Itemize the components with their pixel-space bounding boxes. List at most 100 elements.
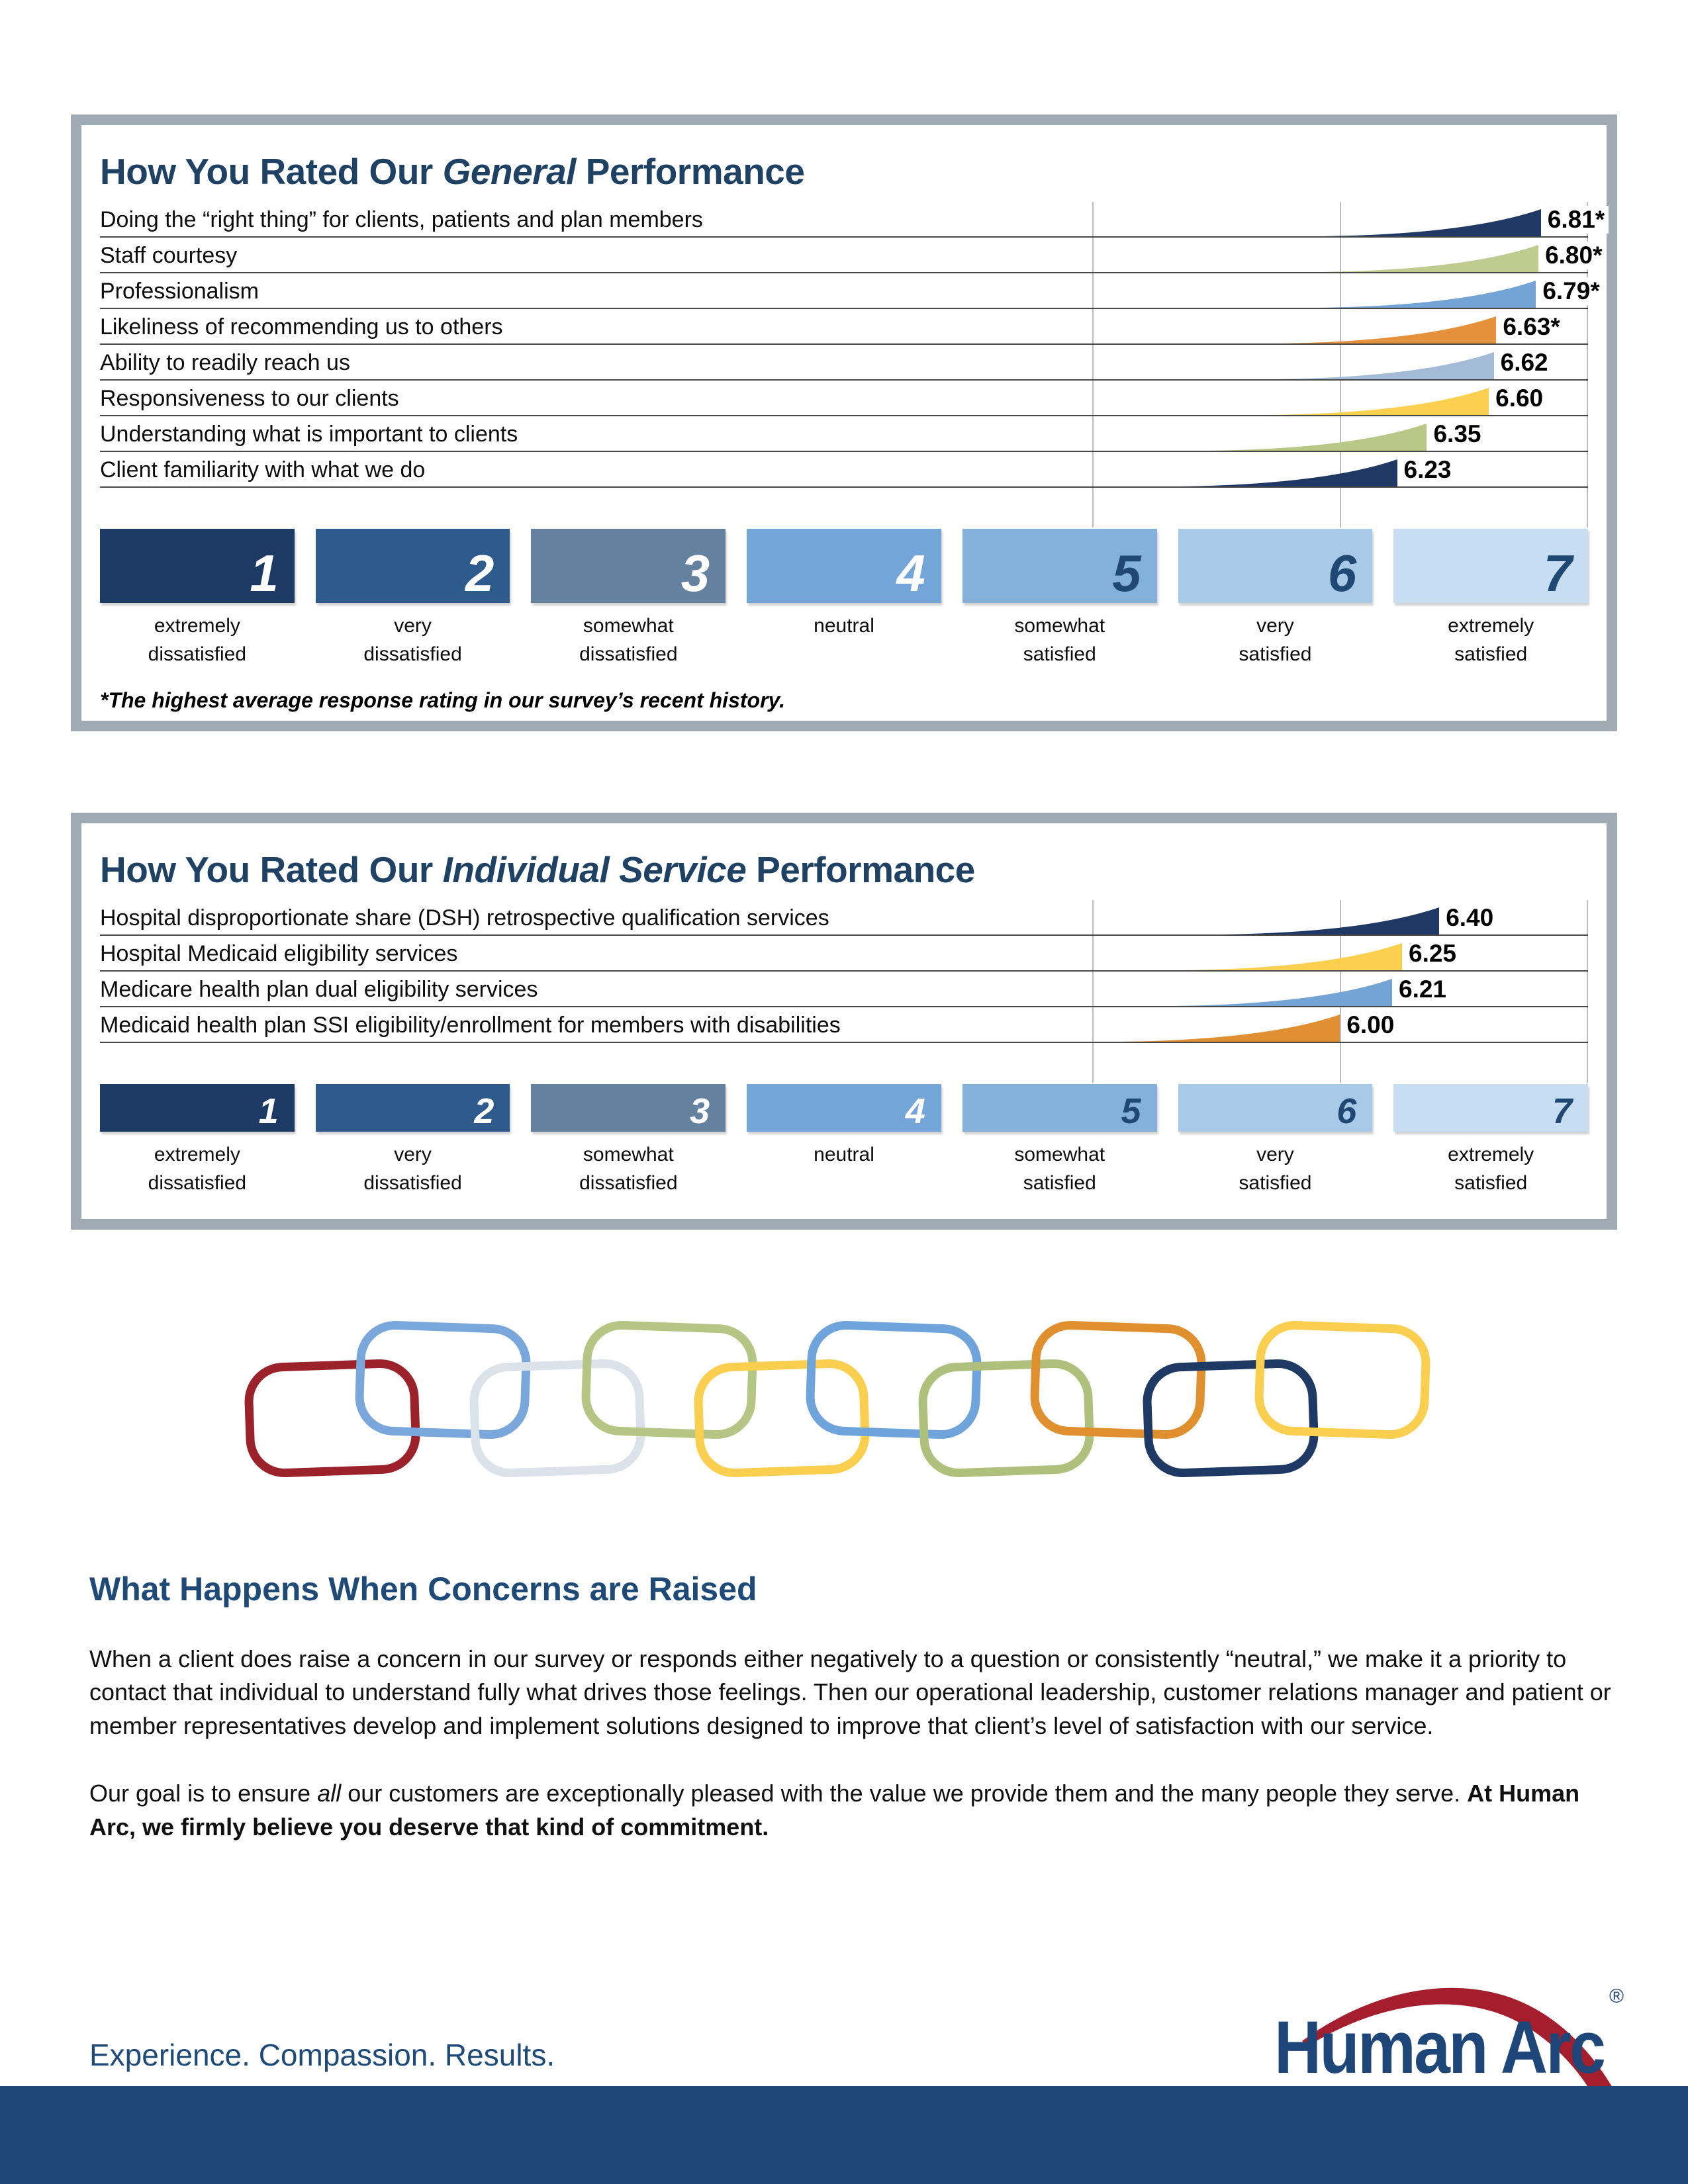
chain-link [1143, 1359, 1319, 1478]
plot-area-general: Doing the “right thing” for clients, pat… [100, 202, 1609, 527]
scale-box-7: 7 [1393, 1084, 1589, 1132]
scale-label-line1: extremely [154, 1144, 240, 1165]
row-label: Likeliness of recommending us to others [100, 314, 503, 340]
scale-label-line1: somewhat [1014, 1144, 1105, 1165]
rating-wedge [1275, 352, 1494, 379]
title-part: How You Rated Our [100, 151, 443, 192]
scale-number: 6 [1336, 1091, 1357, 1131]
scale-cell-4: 4 neutral [747, 529, 941, 668]
scale-label: somewhat satisfied [962, 612, 1157, 668]
scale-label-line2: satisfied [1454, 643, 1528, 665]
scale-number: 7 [1543, 544, 1573, 602]
scale-label-line1: somewhat [583, 615, 674, 637]
scale-number: 2 [474, 1091, 494, 1131]
title-part: How You Rated Our [100, 849, 443, 890]
scale-cell-4: 4 neutral [747, 1084, 941, 1197]
plot-area-individual: Hospital disproportionate share (DSH) re… [100, 900, 1588, 1083]
chain-link [918, 1359, 1094, 1478]
chain-link [1254, 1320, 1430, 1439]
survey-row: Client familiarity with what we do 6.23 [100, 452, 1588, 488]
scale-label-line1: very [1256, 1144, 1294, 1165]
panel-inner: How You Rated Our General Performance Do… [81, 125, 1609, 713]
scale-box-5: 5 [962, 529, 1157, 603]
company-tagline: Experience. Compassion. Results. [89, 2038, 555, 2072]
row-value: 6.81* [1544, 206, 1609, 234]
scale-label: somewhat dissatisfied [531, 612, 726, 668]
row-value: 6.00 [1344, 1011, 1399, 1039]
row-label: Understanding what is important to clien… [100, 422, 518, 447]
row-value: 6.25 [1406, 940, 1461, 968]
row-label: Staff courtesy [100, 243, 238, 268]
title-part: Performance [746, 849, 975, 890]
chain-link [581, 1320, 757, 1439]
general-performance-panel: How You Rated Our General Performance Do… [71, 114, 1617, 731]
gridline-5 [1092, 202, 1094, 527]
scale-box-2: 2 [315, 1084, 510, 1132]
panel-title-individual: How You Rated Our Individual Service Per… [100, 848, 1588, 891]
human-arc-logo: Human Arc ® [1274, 1985, 1624, 2102]
scale-box-6: 6 [1178, 1084, 1373, 1132]
rating-wedge [1320, 245, 1539, 272]
rating-wedge [1278, 316, 1497, 343]
scale-label-line1: very [394, 1144, 432, 1165]
scale-label: somewhat dissatisfied [531, 1141, 726, 1197]
survey-row: Hospital disproportionate share (DSH) re… [100, 900, 1588, 936]
scale-label-line1: somewhat [583, 1144, 674, 1165]
scale-label-line2: dissatisfied [579, 643, 678, 665]
rating-scale-legend: 1 extremely dissatisfied 2 very dissatisfi… [100, 1084, 1589, 1197]
scale-label-line2: dissatisfied [363, 1171, 462, 1194]
plot-bottom-stub [100, 488, 1588, 527]
scale-box-3: 3 [531, 1084, 726, 1132]
row-label: Medicare health plan dual eligibility se… [100, 977, 538, 1002]
gridline-6 [1340, 900, 1342, 1083]
scale-number: 4 [896, 544, 925, 602]
rating-wedge [1270, 388, 1489, 415]
scale-label-line1: neutral [814, 1144, 874, 1165]
survey-row: Responsiveness to our clients 6.60 [100, 381, 1588, 416]
row-value: 6.80* [1542, 242, 1607, 269]
row-value: 6.21 [1396, 976, 1451, 1003]
scale-cell-7: 7 extremely satisfied [1393, 1084, 1589, 1197]
scale-label-line1: somewhat [1014, 615, 1105, 637]
row-value: 6.60 [1493, 385, 1548, 412]
scale-number: 1 [258, 1091, 279, 1131]
scale-number: 3 [690, 1091, 710, 1131]
gridline-7 [1587, 900, 1588, 1083]
concerns-section: What Happens When Concerns are Raised Wh… [89, 1570, 1618, 1844]
logo-text: Human Arc [1274, 2007, 1604, 2089]
rating-wedge [1121, 1015, 1340, 1042]
scale-number: 5 [1121, 1091, 1141, 1131]
scale-label: very satisfied [1178, 612, 1373, 668]
scale-label: extremely satisfied [1393, 612, 1588, 668]
p2-prefix: Our goal is to ensure [89, 1780, 318, 1807]
scale-cell-6: 6 very satisfied [1178, 529, 1373, 668]
scale-box-4: 4 [747, 1084, 941, 1132]
chain-link [469, 1359, 645, 1478]
scale-label-line2: satisfied [1023, 1171, 1096, 1194]
row-value: 6.63* [1500, 313, 1564, 341]
scale-label-line1: very [1256, 615, 1294, 637]
row-label: Hospital disproportionate share (DSH) re… [100, 905, 829, 931]
rating-wedge [1174, 979, 1392, 1006]
gridline-6 [1340, 202, 1342, 527]
rating-wedge [1208, 424, 1427, 451]
scale-label-line1: extremely [154, 615, 240, 637]
scale-box-5: 5 [962, 1084, 1157, 1132]
row-value: 6.23 [1401, 456, 1456, 484]
scale-box-6: 6 [1178, 529, 1373, 603]
scale-cell-1: 1 extremely dissatisfied [100, 1084, 295, 1197]
p2-bold-statement: At Human Arc, we firmly believe you dese… [89, 1780, 1580, 1841]
scale-label-line2: dissatisfied [148, 1171, 247, 1194]
scale-label-line2: satisfied [1454, 1171, 1528, 1194]
row-value: 6.79* [1540, 277, 1604, 305]
scale-number: 3 [680, 544, 710, 602]
scale-label: very dissatisfied [316, 1141, 510, 1197]
scale-label-line2: dissatisfied [148, 643, 247, 665]
rating-wedge [1322, 209, 1541, 236]
individual-service-panel: How You Rated Our Individual Service Per… [71, 813, 1617, 1230]
footer-bar [0, 2086, 1688, 2184]
p2-middle: our customers are exceptionally pleased … [341, 1780, 1468, 1807]
registered-mark: ® [1609, 1985, 1624, 2007]
scale-cell-5: 5 somewhat satisfied [962, 1084, 1157, 1197]
